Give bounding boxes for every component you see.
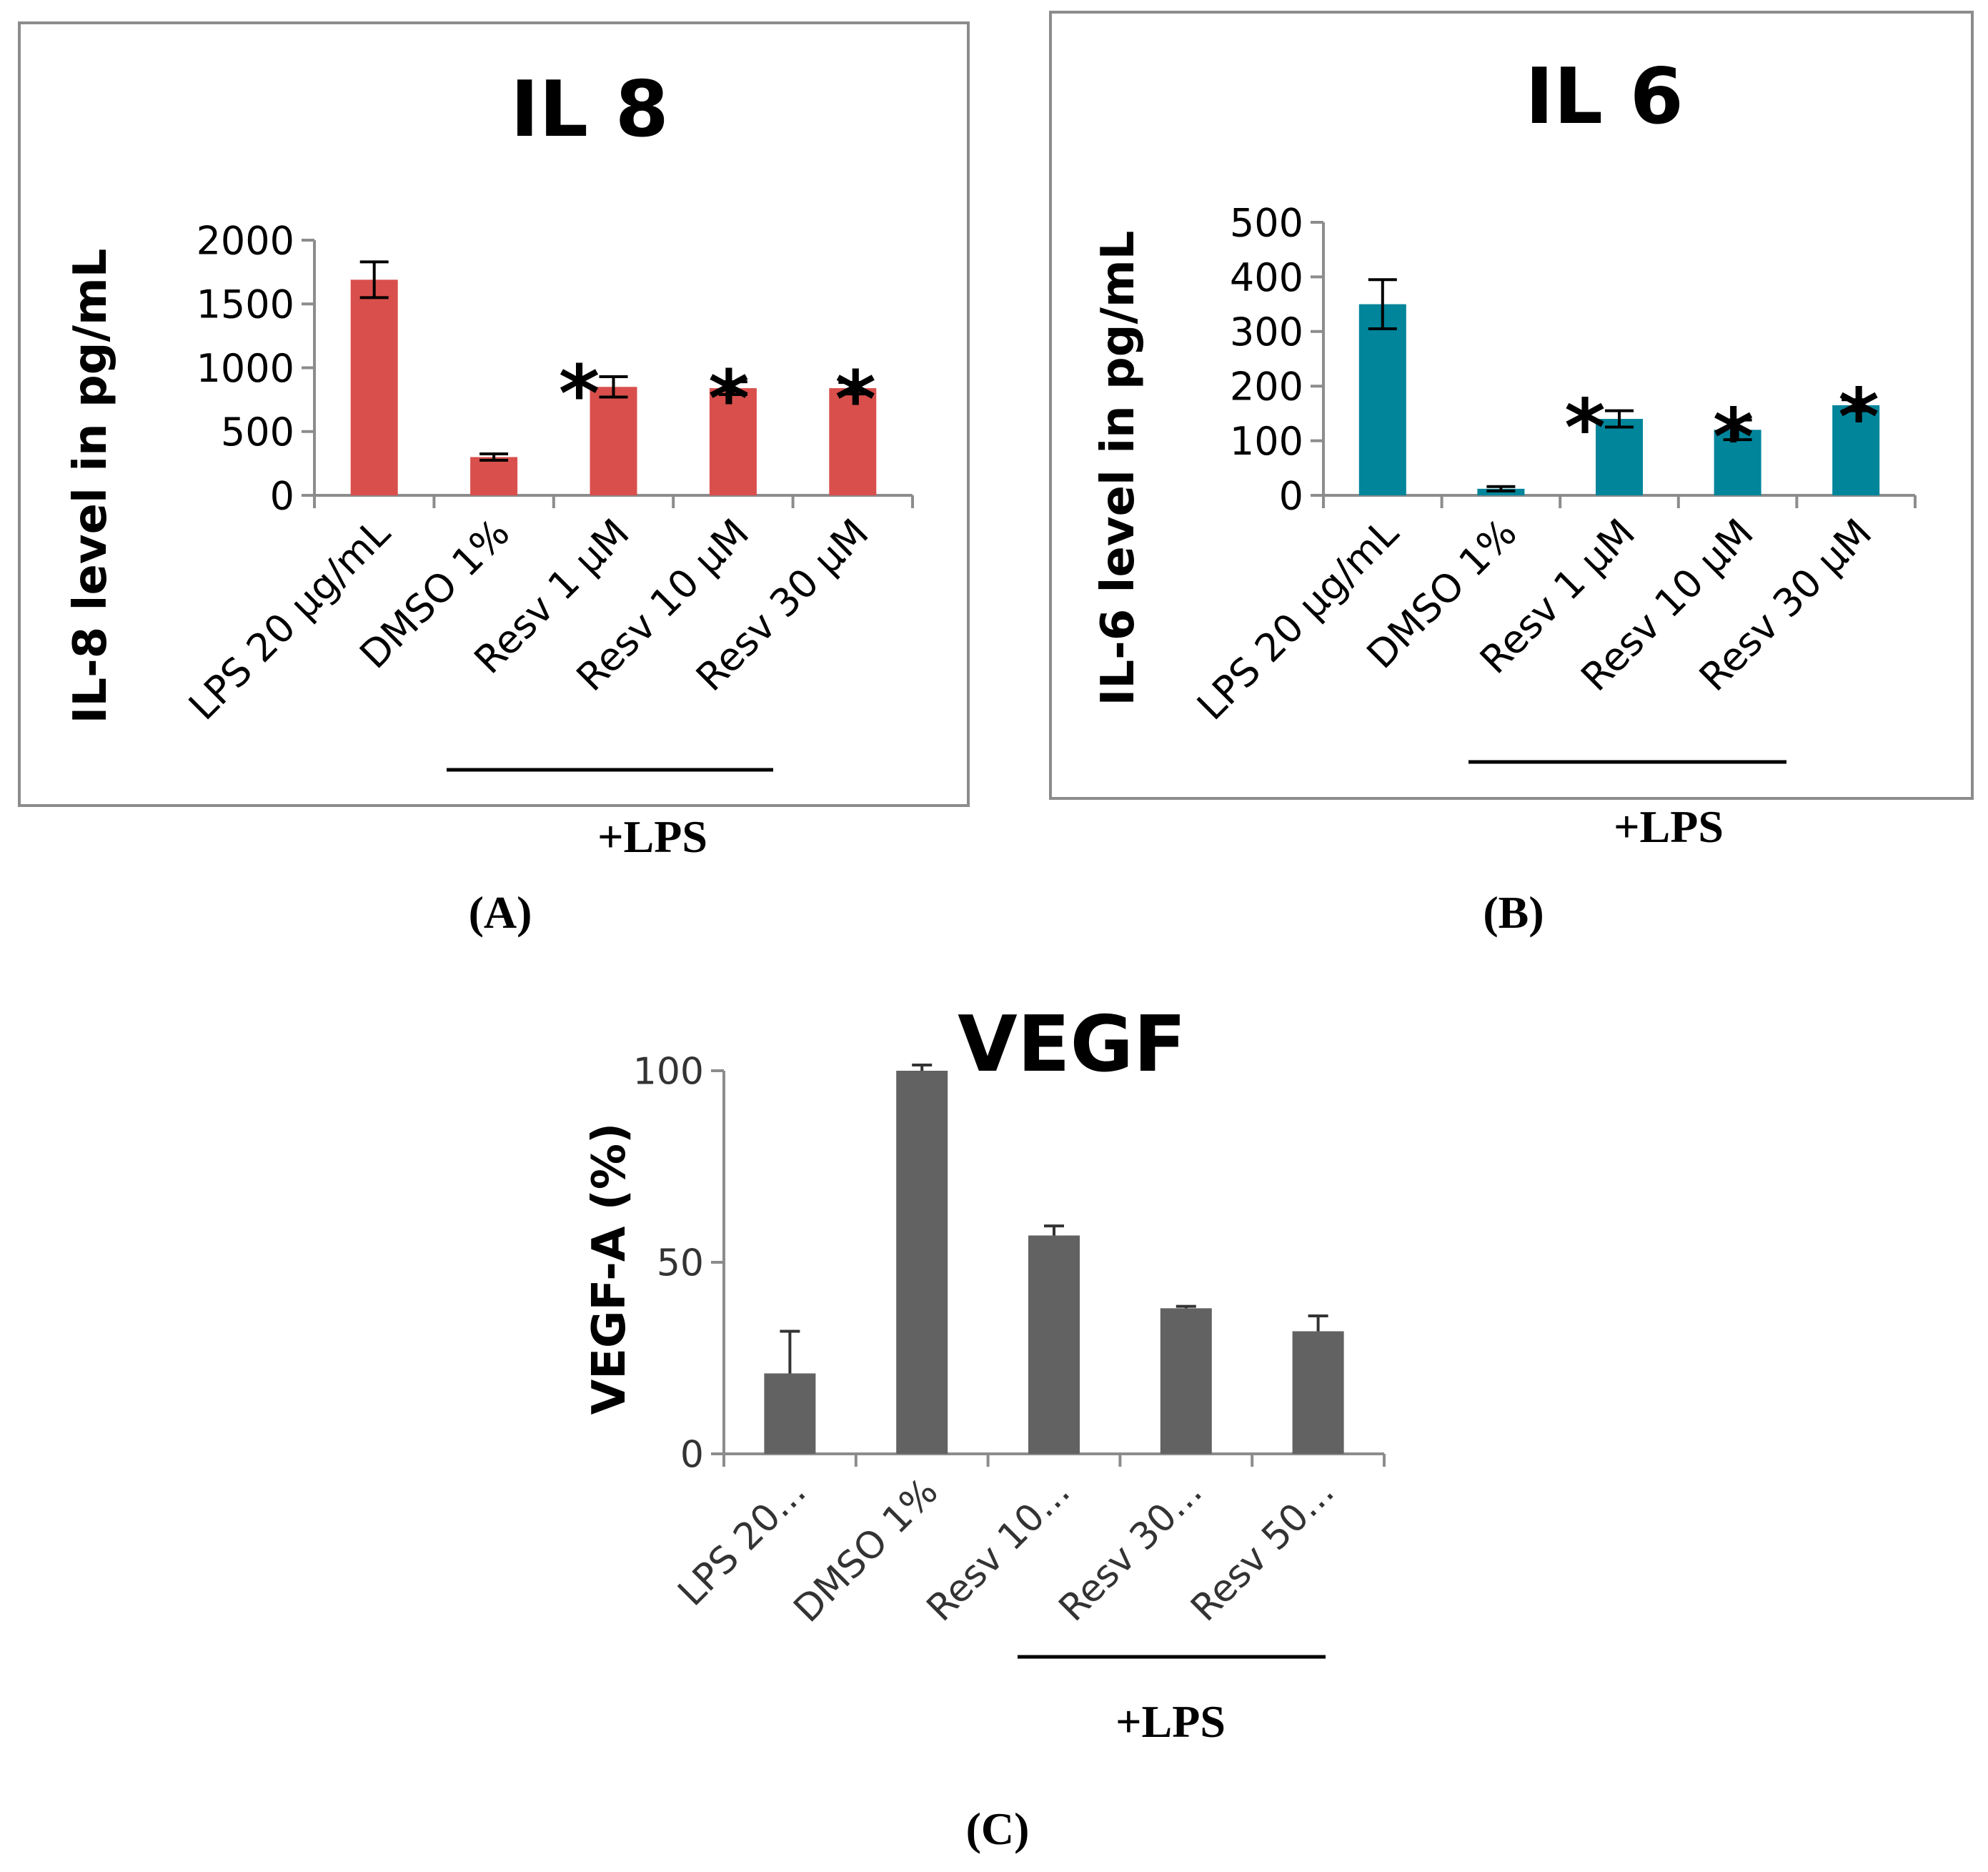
panel-a: IL 8 IL-8 level in pg/mL 0 500 1000 1500 200… — [18, 21, 970, 938]
panel-a-ylabel: IL-8 level in pg/mL — [64, 249, 117, 724]
y-tick-label: 50 — [657, 1242, 704, 1285]
y-tick-label: 100 — [633, 1051, 704, 1094]
panel-b-frame — [1049, 11, 1974, 800]
panel-c-group-label: +LPS — [1115, 1696, 1226, 1747]
y-tick-label: 2000 — [197, 218, 294, 263]
panel-c-ylabel: VEGF-A (%) — [583, 1123, 636, 1415]
y-tick-label: 1000 — [197, 346, 294, 391]
panel-b-label: (B) — [1483, 887, 1544, 938]
panel-b-title: IL 6 — [1525, 52, 1684, 142]
bar — [350, 279, 398, 495]
y-tick-label: 400 — [1230, 255, 1303, 300]
panel-a-title: IL 8 — [510, 65, 669, 154]
category-label: Resv 50... — [1183, 1470, 1342, 1630]
y-tick-label: 0 — [680, 1434, 704, 1477]
bar — [896, 1071, 948, 1454]
panel-c-label: (C) — [966, 1803, 1030, 1854]
y-tick-label: 1500 — [197, 282, 294, 327]
y-tick-label: 0 — [1279, 473, 1303, 518]
bar — [1292, 1331, 1344, 1454]
bar — [764, 1373, 816, 1454]
y-tick-label: 0 — [270, 473, 294, 518]
panel-b: IL 6 IL-6 level in pg/mL 0 100 200 300 400 50… — [1049, 11, 1974, 938]
significance-star: * — [835, 354, 877, 445]
y-tick-label: 500 — [221, 410, 294, 455]
bar — [829, 388, 877, 495]
category-label: Resv 30... — [1051, 1470, 1211, 1630]
bar — [1596, 419, 1643, 495]
panel-b-group-label: +LPS — [1614, 801, 1724, 852]
y-tick-label: 300 — [1230, 309, 1303, 355]
panel-a-frame — [18, 21, 970, 807]
bar — [709, 388, 757, 495]
significance-star: * — [1713, 392, 1754, 483]
panel-a-group-label: +LPS — [597, 811, 707, 862]
panel-c-title: VEGF — [958, 1000, 1186, 1089]
significance-star: * — [708, 353, 750, 445]
category-label: Resv 10... — [919, 1470, 1078, 1630]
bar — [1160, 1308, 1212, 1454]
significance-star: * — [559, 348, 600, 440]
bar — [1028, 1235, 1080, 1454]
y-tick-label: 500 — [1230, 200, 1303, 245]
significance-star: * — [1564, 382, 1606, 474]
y-tick-label: 100 — [1230, 419, 1303, 464]
significance-star: * — [1838, 371, 1879, 462]
bar — [1358, 304, 1406, 495]
bar — [470, 457, 518, 495]
panel-a-label: (A) — [469, 887, 532, 938]
category-label: DMSO 1% — [786, 1470, 947, 1631]
panel-b-ylabel: IL-6 level in pg/mL — [1092, 231, 1145, 706]
y-tick-label: 200 — [1230, 365, 1303, 410]
bar — [1832, 405, 1880, 495]
bar — [590, 387, 637, 495]
